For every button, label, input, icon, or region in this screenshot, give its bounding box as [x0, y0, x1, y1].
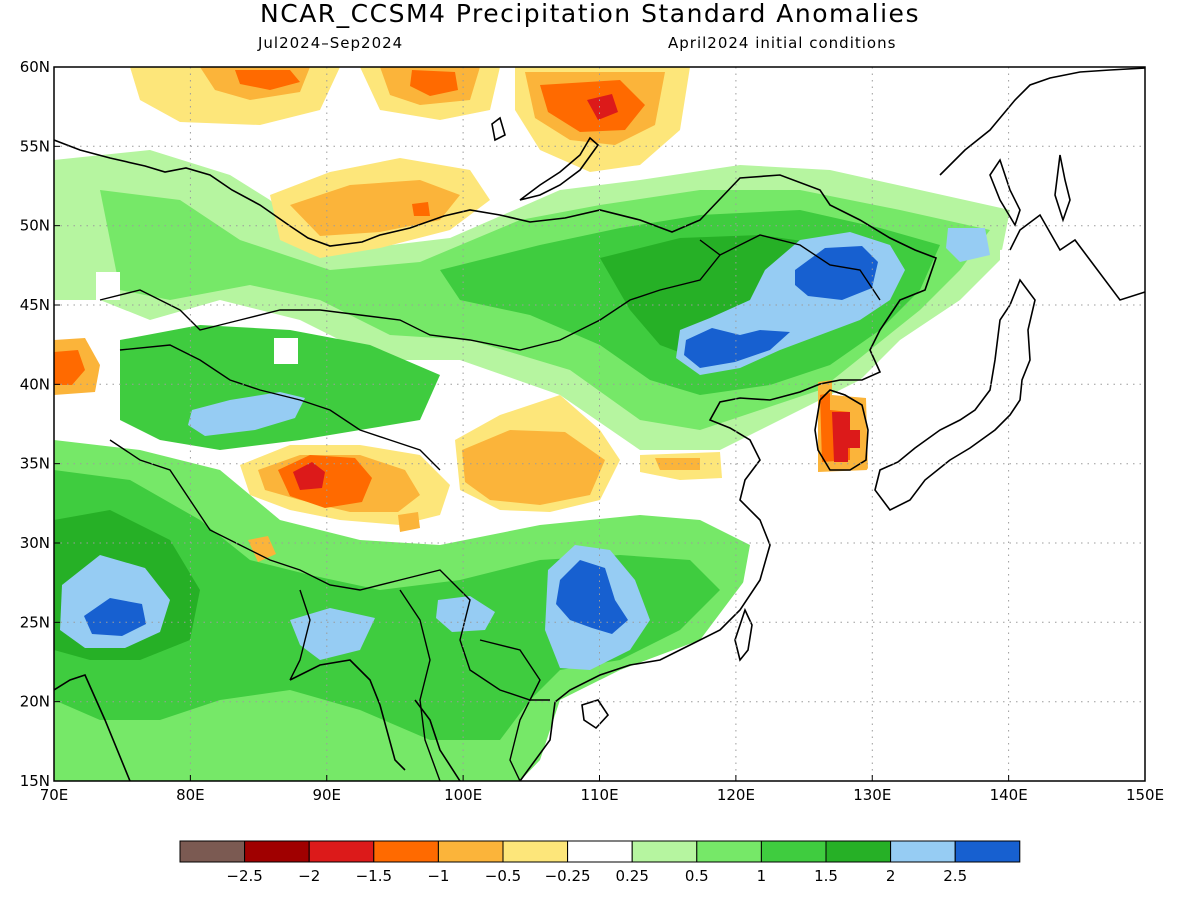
colorbar-swatch: [696, 840, 762, 863]
lat-tick-label: 40N: [20, 375, 50, 393]
colorbar-swatch: [373, 840, 439, 863]
colorbar-label: 2.5: [943, 867, 967, 885]
wet-max-myanmar: [436, 596, 495, 632]
colorbar-label: −2.5: [226, 867, 262, 885]
dry-region-korea-max: [832, 412, 860, 462]
dry-region-kazakh-core: [54, 350, 85, 385]
dry-region-small-tibet-east: [398, 512, 420, 532]
colorbar-label: 1: [757, 867, 767, 885]
colorbar-swatch: [890, 840, 956, 863]
lon-tick-label: 120E: [717, 786, 755, 804]
initial-conditions: April2024 initial conditions: [668, 34, 897, 52]
lat-tick-label: 60N: [20, 58, 50, 76]
lon-tick-label: 80E: [176, 786, 205, 804]
lon-tick-label: 110E: [580, 786, 618, 804]
colorbar-label: 2: [886, 867, 896, 885]
neutral-patch-2: [96, 272, 120, 300]
wet-region-tarim: [188, 392, 305, 436]
dry-region-central-china-core: [462, 430, 605, 505]
dry-region-tibet-max: [293, 462, 325, 490]
colorbar-swatch: [179, 840, 246, 863]
wet-max-bay-of-bengal: [290, 608, 375, 660]
lon-tick-label: 150E: [1126, 786, 1164, 804]
lat-tick-label: 50N: [20, 217, 50, 235]
lon-tick-label: 100E: [444, 786, 482, 804]
colorbar-label: −2: [298, 867, 320, 885]
coastlines: [54, 67, 1145, 781]
lat-tick-label: 45N: [20, 296, 50, 314]
lon-tick-label: 140E: [990, 786, 1028, 804]
colorbar-label: −1: [427, 867, 449, 885]
colorbar-swatch: [825, 840, 892, 863]
dry-region-east-china-sea-core: [655, 458, 700, 470]
colorbar-swatch: [308, 840, 375, 863]
colorbar: −2.5 −2 −1.5 −1 −0.5 −0.25 0.25 0.5 1 1.5 2 2.5: [179, 840, 1021, 885]
wet-max-northeast-china-core: [795, 246, 878, 300]
lat-tick-label: 25N: [20, 613, 50, 631]
lon-tick-label: 130E: [853, 786, 891, 804]
lat-axis: 15N 20N 25N 30N 35N 40N 45N 50N 55N 60N: [20, 58, 60, 790]
colorbar-swatch: [567, 840, 633, 863]
lat-tick-label: 30N: [20, 534, 50, 552]
colorbar-label: 0.5: [685, 867, 709, 885]
dry-region-siberia-west-max: [235, 70, 300, 90]
lat-tick-label: 55N: [20, 137, 50, 155]
wet-max-south-china-core: [556, 560, 628, 634]
colorbar-swatch: [760, 840, 827, 863]
lat-tick-label: 20N: [20, 693, 50, 711]
colorbar-label: −1.5: [356, 867, 392, 885]
wet-region-south-asia-mid: [54, 470, 720, 740]
lon-tick-label: 70E: [40, 786, 69, 804]
lat-tick-label: 35N: [20, 455, 50, 473]
colorbar-label: −0.5: [485, 867, 521, 885]
colorbar-swatch: [631, 840, 698, 863]
dry-region-yenisei-max: [410, 70, 458, 96]
colorbar-swatch: [244, 840, 310, 863]
forecast-period: Jul2024–Sep2024: [258, 34, 404, 52]
dry-region-altai-core: [290, 180, 460, 236]
colorbar-label: 1.5: [814, 867, 838, 885]
lat-tick-label: 15N: [20, 772, 50, 790]
colorbar-swatch: [502, 840, 569, 863]
colorbar-label: −0.25: [545, 867, 591, 885]
wet-max-inner-mongolia-core: [684, 328, 790, 368]
wet-max-india-core: [84, 598, 146, 636]
neutral-region-north-ne: [920, 67, 1145, 230]
map-title: NCAR_CCSM4 Precipitation Standard Anomal…: [260, 0, 920, 28]
dry-region-altai-max: [412, 202, 430, 216]
neutral-patch-1: [274, 338, 298, 364]
wet-max-far-east: [946, 228, 990, 262]
dry-region-baikal-max: [587, 94, 618, 120]
colorbar-label: 0.25: [615, 867, 648, 885]
colorbar-swatch: [954, 840, 1021, 863]
lon-axis: 70E 80E 90E 100E 110E 120E 130E 140E 150E: [40, 775, 1164, 804]
country-borders: [99, 234, 881, 781]
lon-tick-label: 90E: [312, 786, 341, 804]
anomaly-field: [54, 67, 1145, 781]
colorbar-swatch: [437, 840, 504, 863]
